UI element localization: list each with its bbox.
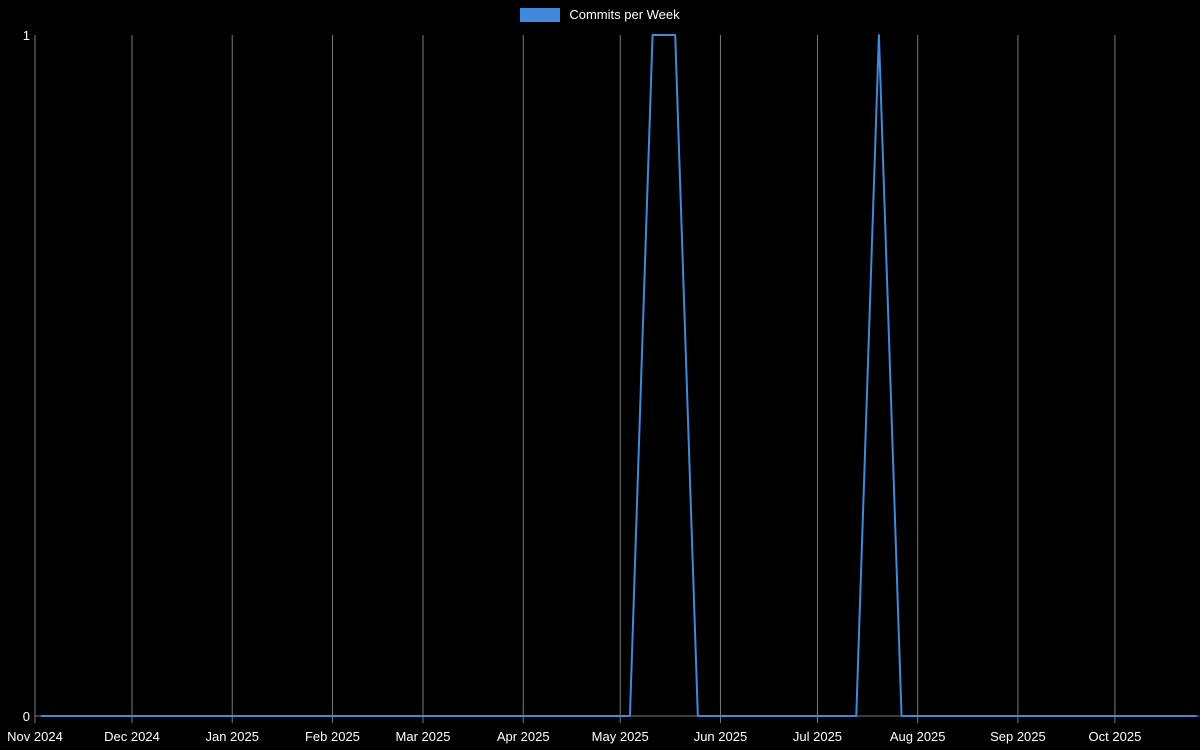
x-axis-tick-label: Dec 2024 (104, 729, 160, 744)
y-axis-tick-label-min: 0 (22, 709, 30, 724)
x-axis-tick-label: May 2025 (591, 729, 649, 744)
x-axis-tick-label: Nov 2024 (7, 729, 63, 744)
chart-legend: Commits per Week (0, 8, 1200, 22)
x-axis-tick-label: Mar 2025 (395, 729, 451, 744)
x-axis-labels: Nov 2024 Dec 2024 Jan 2025 Feb 2025 Mar 2025… (0, 729, 1200, 750)
legend-item-commits-per-week[interactable]: Commits per Week (520, 7, 680, 22)
x-axis-tick-label: Jan 2025 (205, 729, 259, 744)
x-axis-tick-label: Jun 2025 (693, 729, 748, 744)
legend-swatch (520, 8, 561, 22)
x-axis-tick-label: Oct 2025 (1088, 729, 1142, 744)
x-axis-tick-label: Apr 2025 (496, 729, 550, 744)
x-axis-tick-label: Sep 2025 (990, 729, 1046, 744)
legend-label: Commits per Week (569, 7, 680, 22)
x-axis-tick-label: Aug 2025 (889, 729, 946, 744)
x-axis-tick-label: Feb 2025 (304, 729, 360, 744)
y-axis-tick-label-max: 1 (22, 28, 30, 43)
x-axis-tick-label: Jul 2025 (792, 729, 843, 744)
commits-line-series (40, 34, 1197, 717)
